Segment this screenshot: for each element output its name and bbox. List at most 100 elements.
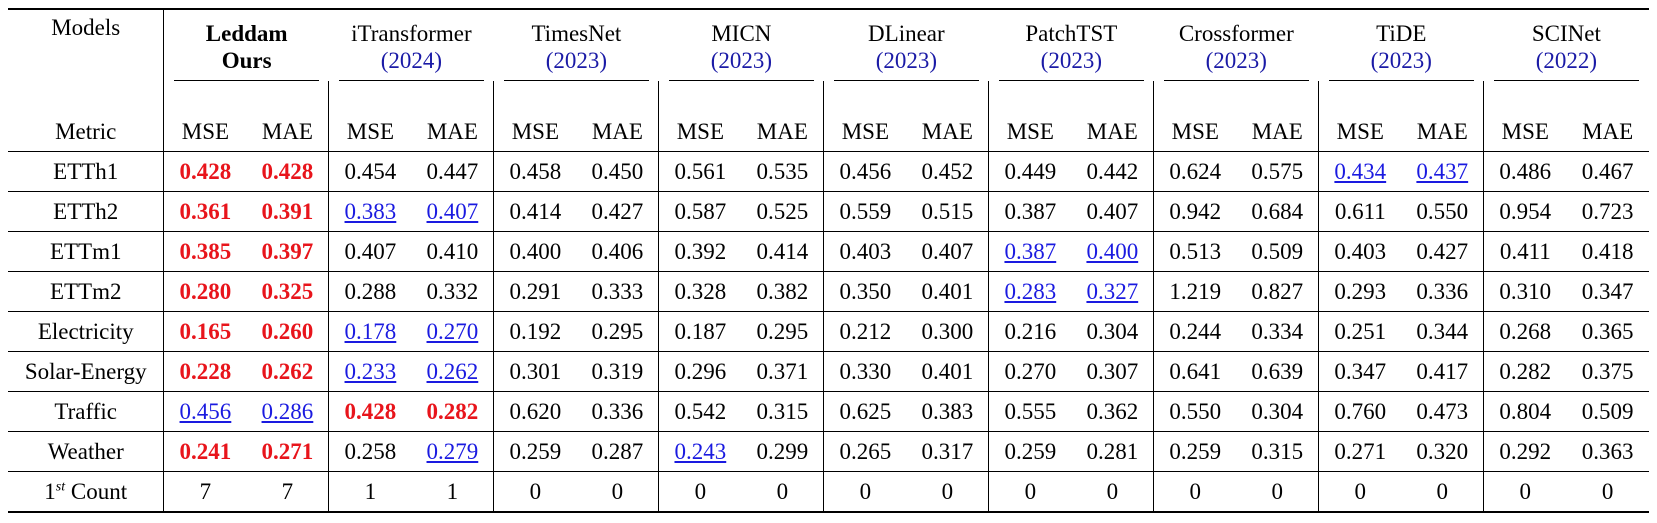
- count-value: 0: [906, 471, 989, 513]
- value: 0.575: [1251, 158, 1304, 184]
- value-cell: 0.320: [1401, 431, 1484, 472]
- value: 0.611: [1334, 198, 1386, 224]
- dataset-label: Traffic: [8, 391, 165, 432]
- value: 0.347: [1334, 358, 1387, 384]
- value-cell: 0.271: [246, 431, 329, 472]
- value-cell: 0.804: [1483, 391, 1567, 432]
- value: 0.392: [674, 238, 727, 264]
- metric-name: MSE: [1318, 81, 1402, 152]
- value: 0.401: [921, 278, 974, 304]
- header-row: Models Leddam Ours iTransformer (2024) TimesN…: [8, 9, 1649, 81]
- value-cell: 0.535: [741, 151, 824, 192]
- value: 0.427: [1416, 238, 1469, 264]
- value-cell: 0.347: [1318, 351, 1402, 392]
- value: 0.282: [1499, 358, 1552, 384]
- value-cell: 0.307: [1071, 351, 1154, 392]
- model-header: PatchTST (2023): [989, 9, 1154, 81]
- value-cell: 0.550: [1153, 391, 1237, 432]
- model-header: iTransformer (2024): [329, 9, 494, 81]
- value: 0.362: [1086, 398, 1139, 424]
- value: 0.282: [426, 398, 479, 424]
- value: 0.301: [509, 358, 562, 384]
- value: 0.299: [756, 438, 809, 464]
- value: 0.418: [1581, 238, 1634, 264]
- value: 0.212: [839, 318, 892, 344]
- value-cell: 0.336: [1401, 271, 1484, 312]
- value-cell: 0.361: [163, 191, 247, 232]
- value-cell: 0.383: [906, 391, 989, 432]
- value-cell: 0.295: [576, 311, 659, 352]
- model-cell: PatchTST (2023): [998, 20, 1144, 81]
- value: 0.515: [921, 198, 974, 224]
- model-cell: TiDE (2023): [1328, 20, 1474, 81]
- value: 0.291: [509, 278, 562, 304]
- value: 0.325: [261, 278, 314, 304]
- value: 0.467: [1581, 158, 1634, 184]
- model-year: (2022): [1535, 48, 1598, 73]
- value: 0.315: [1251, 438, 1304, 464]
- model-cell: Crossformer (2023): [1163, 20, 1309, 81]
- value-cell: 0.243: [658, 431, 742, 472]
- value-cell: 0.258: [328, 431, 412, 472]
- value: 0.417: [1416, 358, 1469, 384]
- value: 0.624: [1169, 158, 1222, 184]
- value: 0.334: [1251, 318, 1304, 344]
- value: 0.387: [1004, 238, 1057, 264]
- page: Models Leddam Ours iTransformer (2024) TimesN…: [0, 8, 1657, 523]
- value: 0.403: [839, 238, 892, 264]
- metric-name: MAE: [1236, 81, 1319, 152]
- value-cell: 0.555: [988, 391, 1072, 432]
- value-cell: 0.260: [246, 311, 329, 352]
- metric-name: MAE: [906, 81, 989, 152]
- value-cell: 0.452: [906, 151, 989, 192]
- value: 0.509: [1581, 398, 1634, 424]
- dataset-label: ETTm1: [8, 231, 165, 272]
- value-cell: 0.414: [741, 231, 824, 272]
- value: 0.280: [179, 278, 232, 304]
- value-cell: 0.375: [1566, 351, 1649, 392]
- value: 0.178: [344, 318, 397, 344]
- model-year: (2023): [875, 48, 938, 73]
- value: 0.344: [1416, 318, 1469, 344]
- count-value: 0: [493, 471, 577, 513]
- value-cell: 0.304: [1236, 391, 1319, 432]
- model-year: (2023): [1040, 48, 1102, 73]
- value-cell: 0.760: [1318, 391, 1402, 432]
- value: 0.400: [509, 238, 562, 264]
- count-label: 1st Count: [8, 471, 165, 513]
- value-cell: 0.427: [576, 191, 659, 232]
- value: 0.486: [1499, 158, 1552, 184]
- value: 0.449: [1004, 158, 1057, 184]
- value: 0.330: [839, 358, 892, 384]
- value-cell: 0.410: [411, 231, 494, 272]
- value-cell: 0.467: [1566, 151, 1649, 192]
- value-cell: 0.407: [1071, 191, 1154, 232]
- value-cell: 0.401: [906, 271, 989, 312]
- model-year: (2023): [545, 48, 608, 73]
- value: 0.307: [1086, 358, 1139, 384]
- value-cell: 0.442: [1071, 151, 1154, 192]
- count-value: 0: [1401, 471, 1484, 513]
- model-cell: iTransformer (2024): [338, 20, 484, 81]
- value-cell: 0.559: [823, 191, 907, 232]
- value-cell: 0.561: [658, 151, 742, 192]
- value: 0.452: [921, 158, 974, 184]
- value: 0.259: [1004, 438, 1057, 464]
- value: 0.310: [1499, 278, 1552, 304]
- model-cell: DLinear (2023): [833, 20, 979, 81]
- count-label-sup: st: [55, 478, 66, 494]
- value-cell: 0.362: [1071, 391, 1154, 432]
- value-cell: 0.281: [1071, 431, 1154, 472]
- value-cell: 0.391: [246, 191, 329, 232]
- count-value: 0: [1318, 471, 1402, 513]
- value-cell: 0.382: [741, 271, 824, 312]
- value-cell: 0.407: [411, 191, 494, 232]
- value: 0.414: [509, 198, 562, 224]
- value-cell: 0.327: [1071, 271, 1154, 312]
- model-header: DLinear (2023): [824, 9, 989, 81]
- value-cell: 0.259: [1153, 431, 1237, 472]
- value: 0.281: [1086, 438, 1139, 464]
- value-cell: 0.400: [493, 231, 577, 272]
- value: 0.271: [1334, 438, 1387, 464]
- value: 0.400: [1086, 238, 1139, 264]
